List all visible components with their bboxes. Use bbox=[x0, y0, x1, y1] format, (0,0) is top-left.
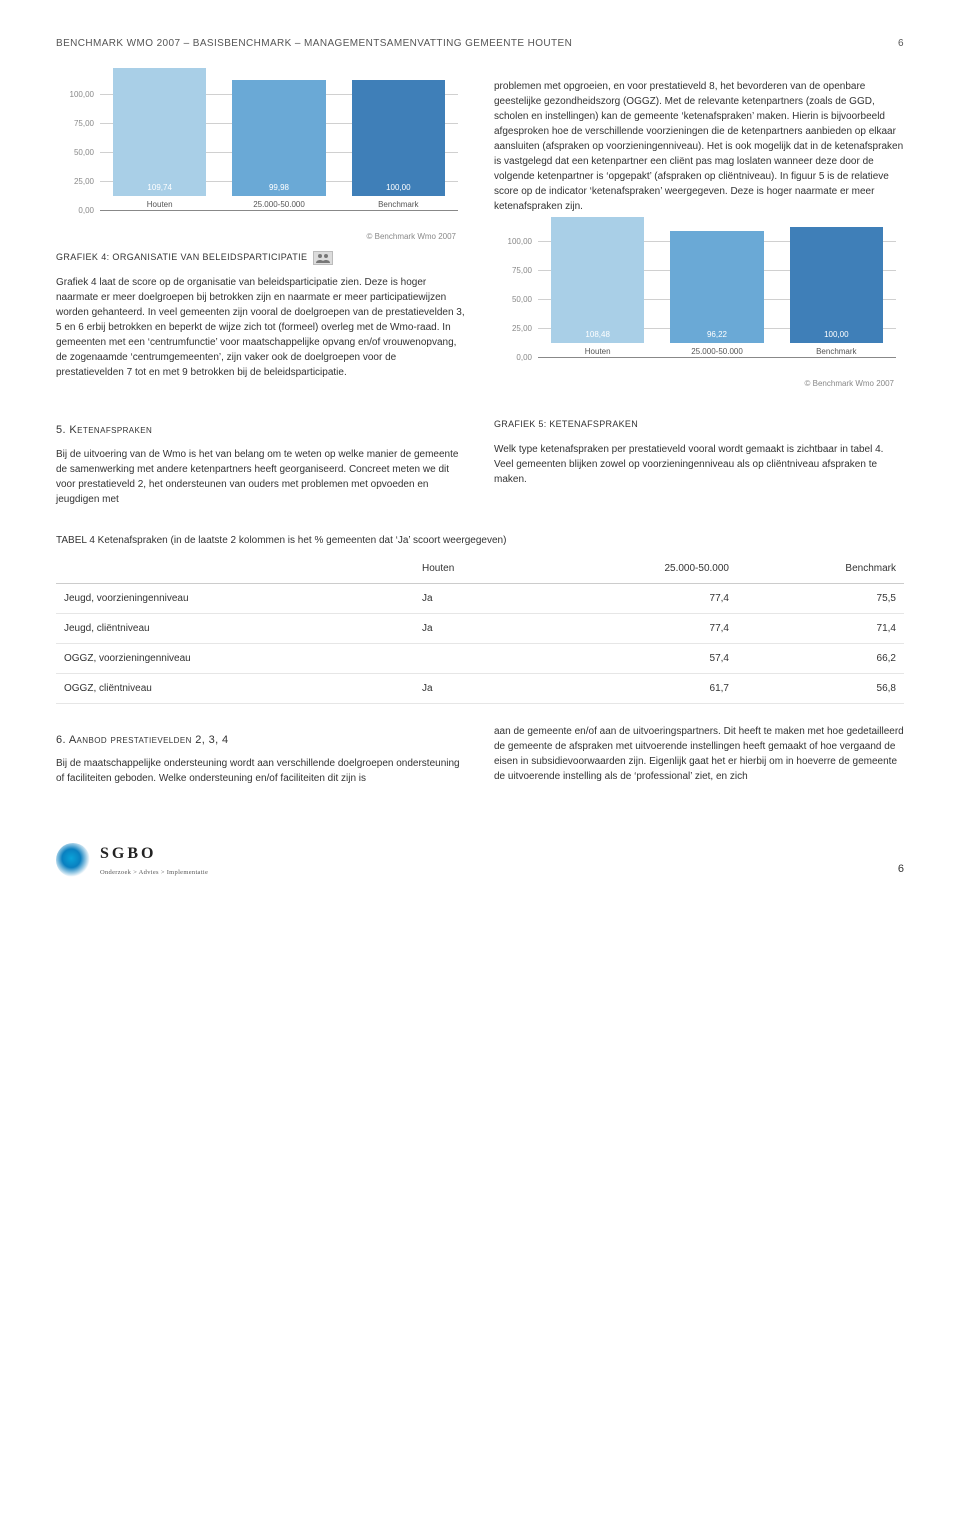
logo-tagline: Onderzoek > Advies > Implementatie bbox=[100, 868, 208, 878]
left-paragraph: Grafiek 4 laat de score op de organisati… bbox=[56, 275, 466, 380]
section6-left-text: Bij de maatschappelijke ondersteuning wo… bbox=[56, 756, 466, 786]
section6-left: 6. Aanbod prestatievelden 2, 3, 4 Bij de… bbox=[56, 724, 466, 799]
section5-right: GRAFIEK 5: KETENAFSPRAKEN Welk type kete… bbox=[494, 414, 904, 519]
page-number-bottom: 6 bbox=[898, 861, 904, 878]
right-column: problemen met opgroeien, en voor prestat… bbox=[494, 79, 904, 396]
page-header: BENCHMARK WMO 2007 – BASISBENCHMARK – MA… bbox=[56, 36, 904, 51]
section6-right: aan de gemeente en/of aan de uitvoerings… bbox=[494, 724, 904, 799]
section5-left-text: Bij de uitvoering van de Wmo is het van … bbox=[56, 447, 466, 507]
grafiek4-title: GRAFIEK 4: ORGANISATIE VAN BELEIDSPARTIC… bbox=[56, 251, 307, 265]
logo-brand: SGBO bbox=[100, 842, 208, 866]
top-columns: 0,0025,0050,0075,00100,00109,74Houten99,… bbox=[56, 79, 904, 396]
grafiek5-title: GRAFIEK 5: KETENAFSPRAKEN bbox=[494, 418, 904, 432]
section5-columns: 5. Ketenafspraken Bij de uitvoering van … bbox=[56, 414, 904, 519]
chart4-copyright: © Benchmark Wmo 2007 bbox=[56, 231, 466, 243]
chart5-copyright: © Benchmark Wmo 2007 bbox=[494, 378, 904, 390]
section6-right-text: aan de gemeente en/of aan de uitvoerings… bbox=[494, 724, 904, 784]
right-paragraph: problemen met opgroeien, en voor prestat… bbox=[494, 79, 904, 214]
table4-caption: TABEL 4 Ketenafspraken (in de laatste 2 … bbox=[56, 533, 904, 548]
chart4: 0,0025,0050,0075,00100,00109,74Houten99,… bbox=[56, 79, 466, 243]
table4: Houten25.000-50.000BenchmarkJeugd, voorz… bbox=[56, 554, 904, 704]
grafiek4-title-row: GRAFIEK 4: ORGANISATIE VAN BELEIDSPARTIC… bbox=[56, 251, 466, 265]
section6-columns: 6. Aanbod prestatievelden 2, 3, 4 Bij de… bbox=[56, 724, 904, 799]
section5-heading: 5. Ketenafspraken bbox=[56, 422, 466, 439]
logo-mark-icon bbox=[56, 843, 90, 877]
logo-text: SGBO Onderzoek > Advies > Implementatie bbox=[100, 842, 208, 878]
sgbo-logo: SGBO Onderzoek > Advies > Implementatie bbox=[56, 842, 208, 878]
header-title: BENCHMARK WMO 2007 – BASISBENCHMARK – MA… bbox=[56, 36, 572, 51]
header-page-number: 6 bbox=[898, 36, 904, 51]
footer: SGBO Onderzoek > Advies > Implementatie … bbox=[56, 842, 904, 878]
people-icon bbox=[313, 251, 333, 265]
section5-left: 5. Ketenafspraken Bij de uitvoering van … bbox=[56, 414, 466, 519]
section5-right-text: Welk type ketenafspraken per prestatieve… bbox=[494, 442, 904, 487]
left-column: 0,0025,0050,0075,00100,00109,74Houten99,… bbox=[56, 79, 466, 396]
section6-heading: 6. Aanbod prestatievelden 2, 3, 4 bbox=[56, 732, 466, 749]
chart5: 0,0025,0050,0075,00100,00108,48Houten96,… bbox=[494, 226, 904, 390]
